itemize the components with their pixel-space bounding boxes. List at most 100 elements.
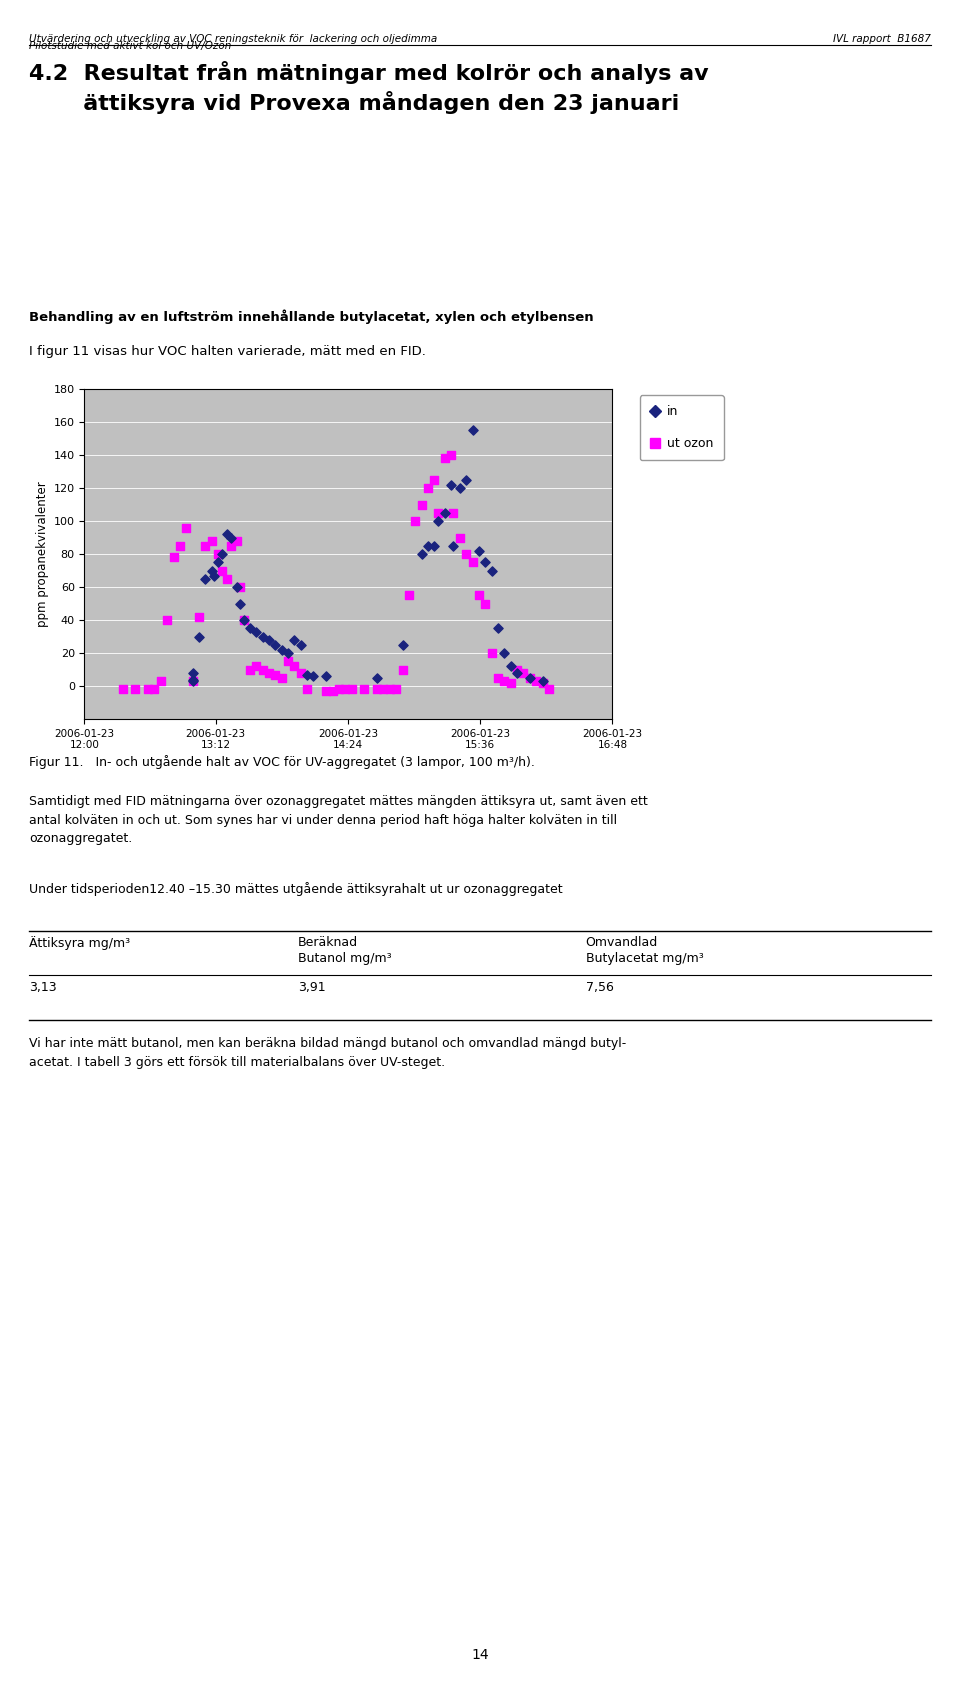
Point [206,562,222,589]
Text: Samtidigt med FID mätningarna över ozonaggregatet mättes mängden ättiksyra ut, s: Samtidigt med FID mätningarna över ozona… [29,795,648,846]
Point [236,607,252,634]
Point [287,653,302,680]
Point [287,626,302,653]
Point [191,604,206,631]
Point [430,499,445,526]
Point [185,667,201,694]
Text: Behandling av en luftström innehållande butylacetat, xylen och etylbensen: Behandling av en luftström innehållande … [29,310,593,325]
Point [528,668,543,695]
Point [255,656,271,684]
Point [166,543,181,570]
Point [249,653,264,680]
Point [268,631,283,658]
Point [293,660,308,687]
Point [204,528,220,555]
Point [293,631,308,658]
Point [280,640,296,667]
Point [516,660,531,687]
Point [210,548,226,575]
Text: Figur 11.   In- och utgående halt av VOC för UV-aggregatet (3 lampor, 100 m³/h).: Figur 11. In- och utgående halt av VOC f… [29,755,535,768]
Point [414,541,429,569]
Point [185,660,201,687]
Point [484,640,499,667]
Point [420,533,436,560]
Point [491,665,506,692]
Point [219,521,234,548]
Text: 7,56: 7,56 [586,981,613,995]
Point [300,675,315,702]
Point [465,548,480,575]
Point [274,636,289,663]
Text: Beräknad
Butanol mg/m³: Beräknad Butanol mg/m³ [298,936,392,964]
Point [255,623,271,650]
Text: 3,13: 3,13 [29,981,57,995]
Point [223,533,238,560]
Point [459,541,474,569]
Point [444,442,459,469]
Point [408,508,423,535]
Point [219,565,234,592]
Point [535,670,550,697]
Point [426,533,442,560]
Point [541,675,557,702]
Point [249,618,264,645]
Text: Ättiksyra mg/m³: Ättiksyra mg/m³ [29,936,130,949]
Point [198,565,213,592]
Point [172,533,187,560]
Y-axis label: ppm propanekvivalenter: ppm propanekvivalenter [36,481,50,628]
Point [274,665,289,692]
Text: I figur 11 visas hur VOC halten varierade, mätt med en FID.: I figur 11 visas hur VOC halten varierad… [29,345,425,359]
Point [522,665,538,692]
Point [306,663,322,690]
Text: IVL rapport  B1687: IVL rapport B1687 [833,34,931,44]
Point [382,675,397,702]
Point [154,668,169,695]
Point [268,662,283,689]
Point [324,677,340,704]
Point [471,582,487,609]
Point [491,614,506,641]
Point [522,665,538,692]
Point [452,525,468,552]
Text: Omvandlad
Butylacetat mg/m³: Omvandlad Butylacetat mg/m³ [586,936,704,964]
Point [471,538,487,565]
Point [319,677,334,704]
Point [214,557,229,584]
Text: Vi har inte mätt butanol, men kan beräkna bildad mängd butanol och omvandlad män: Vi har inte mätt butanol, men kan beräkn… [29,1037,626,1069]
Point [401,582,417,609]
Point [319,663,334,690]
Point [232,574,248,601]
Legend: in, ut ozon: in, ut ozon [640,396,724,460]
Point [503,670,518,697]
Point [437,499,452,526]
Point [331,675,347,702]
Point [459,467,474,494]
Point [191,623,206,650]
Point [214,541,229,569]
Point [236,607,252,634]
Point [261,626,276,653]
Point [370,665,385,692]
Point [229,574,245,601]
Point [179,514,194,541]
Text: Under tidsperioden12.40 –15.30 mättes utgående ättiksyrahalt ut ur ozonaggregate: Under tidsperioden12.40 –15.30 mättes ut… [29,882,563,895]
Point [338,675,353,702]
Point [140,675,156,702]
Point [115,675,131,702]
Point [204,557,220,584]
Point [420,475,436,503]
Point [510,660,525,687]
Point [395,656,410,684]
Point [452,475,468,503]
Point [496,640,512,667]
Point [128,675,143,702]
Point [370,675,385,702]
Point [477,548,492,575]
Text: Utvärdering och utveckling av VOC reningsteknik för  lackering och oljedimma: Utvärdering och utveckling av VOC rening… [29,34,437,44]
Point [430,508,445,535]
Point [389,675,404,702]
Point [503,653,518,680]
Point [159,607,175,634]
Point [496,668,512,695]
Point [477,591,492,618]
